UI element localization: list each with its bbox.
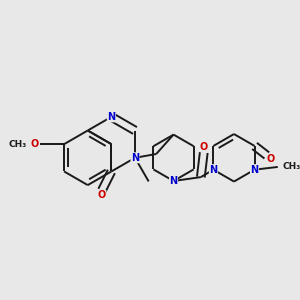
Text: O: O bbox=[31, 139, 39, 149]
Text: N: N bbox=[169, 176, 178, 186]
Text: O: O bbox=[200, 142, 208, 152]
Text: O: O bbox=[267, 154, 275, 164]
Text: CH₃: CH₃ bbox=[282, 162, 300, 171]
Text: CH₃: CH₃ bbox=[9, 140, 27, 149]
Text: N: N bbox=[209, 165, 217, 175]
Text: O: O bbox=[98, 190, 106, 200]
Text: N: N bbox=[250, 165, 259, 175]
Text: N: N bbox=[131, 153, 139, 163]
Text: N: N bbox=[107, 112, 116, 122]
